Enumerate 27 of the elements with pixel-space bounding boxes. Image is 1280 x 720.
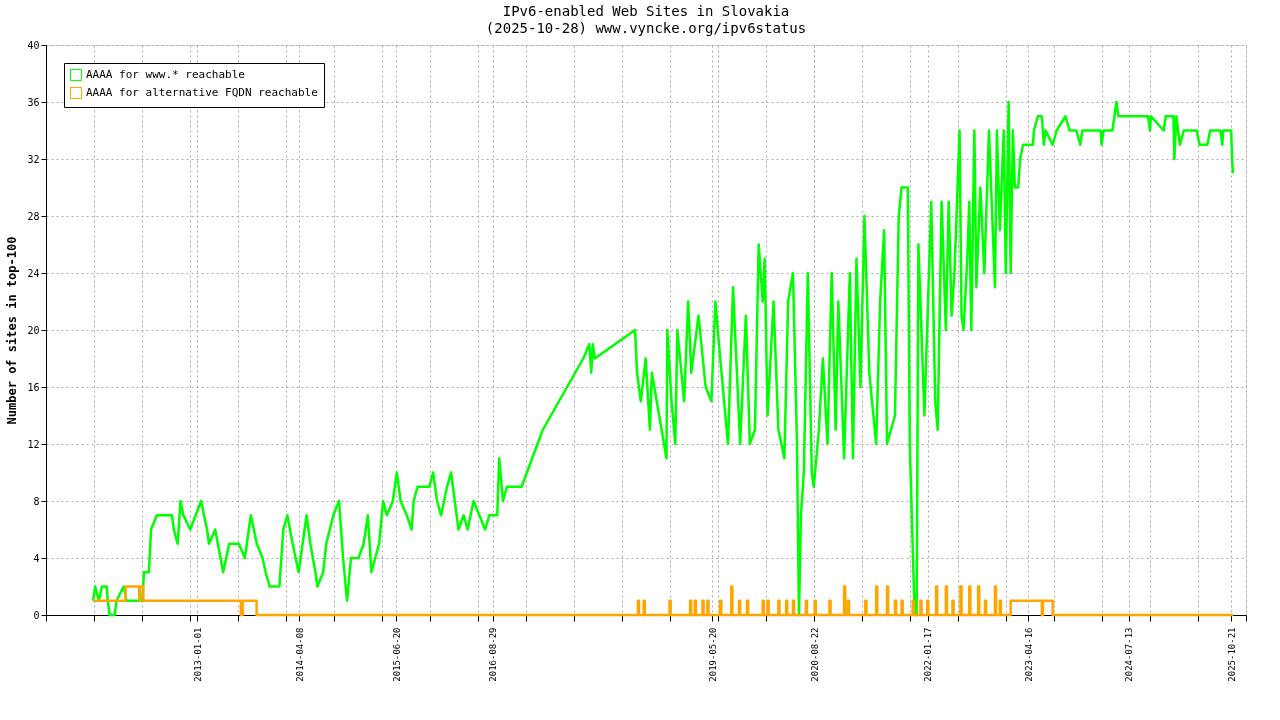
y-tick-label: 8 [33,495,40,507]
y-tick-label: 0 [33,609,40,621]
y-tick-label: 12 [27,438,40,450]
y-tick-label: 28 [27,210,40,222]
x-tick-label: 2016-08-29 [488,627,499,682]
y-tick-label: 16 [27,381,40,393]
x-tick-label: 2015-06-20 [391,627,402,682]
x-tick-label: 2025-10-21 [1226,627,1237,682]
line-series [91,100,1235,617]
chart-subtitle: (2025-10-28) www.vyncke.org/ipv6status [485,20,807,36]
y-tick-label: 32 [27,153,40,165]
x-tick-label: 2013-01-01 [192,627,203,682]
legend-label: AAAA for alternative FQDN reachable [86,86,318,99]
x-tick-label: 2014-04-08 [294,627,305,682]
y-tick-label: 24 [27,267,40,279]
y-tick-label: 36 [27,96,40,108]
y-axis-title: Number of sites in top-100 [5,236,20,425]
x-tick-label: 2024-07-13 [1124,627,1135,682]
x-tick-label: 2023-04-16 [1023,627,1034,682]
y-tick-label: 20 [27,324,40,336]
chart-title: IPv6-enabled Web Sites in Slovakia [502,3,790,19]
x-tick-label: 2019-05-20 [707,627,718,682]
x-tick-label: 2020-08-22 [809,627,820,682]
legend-label: AAAA for www.* reachable [86,68,245,81]
y-tick-label: 40 [27,39,40,51]
y-tick-label: 4 [33,552,40,564]
x-tick-label: 2022-01-17 [923,627,934,682]
